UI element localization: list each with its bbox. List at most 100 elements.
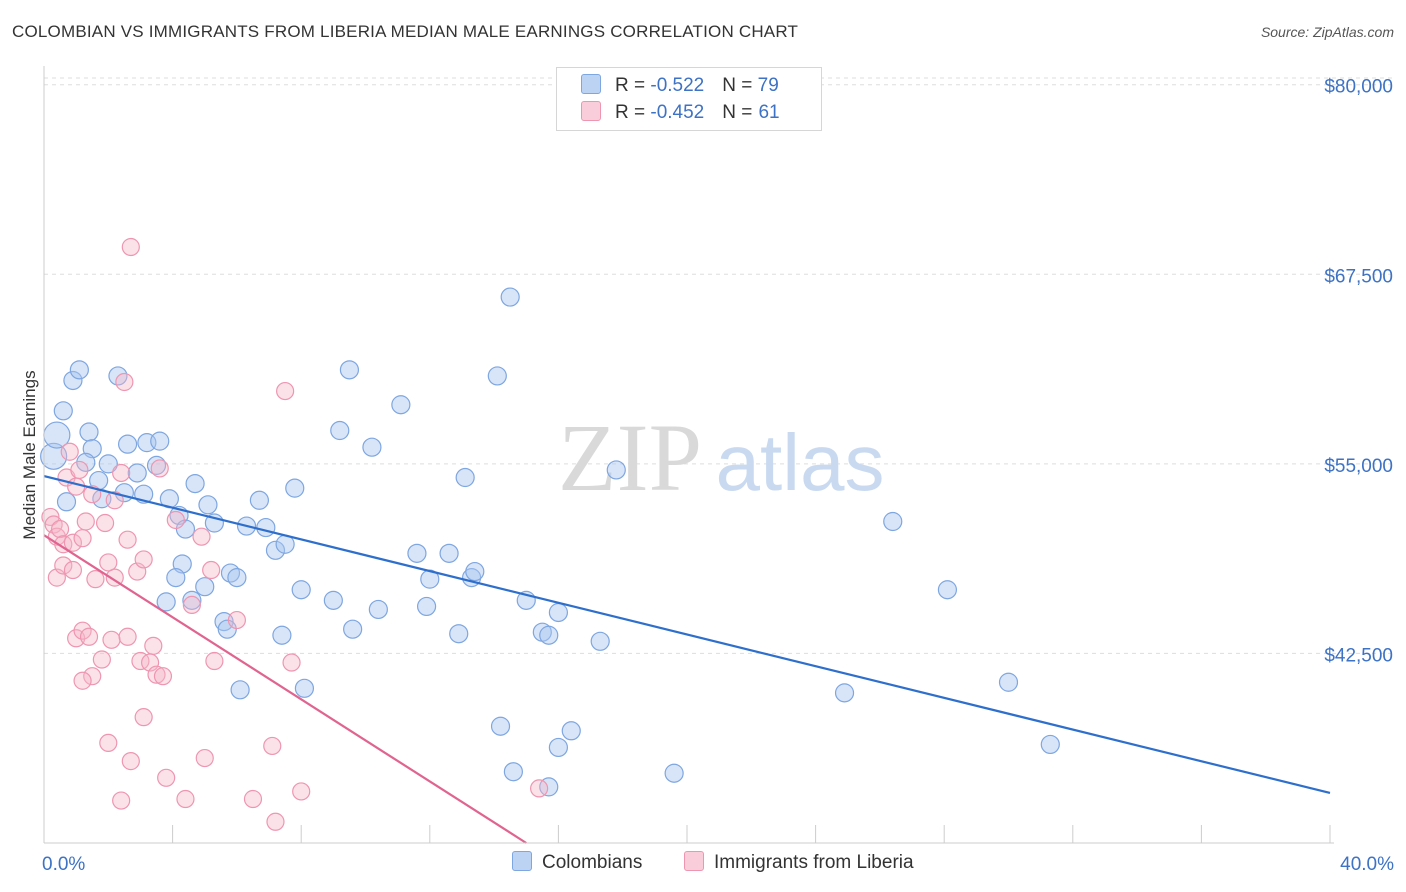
data-point-liberia	[54, 556, 73, 575]
data-point-liberia	[112, 791, 131, 810]
data-point-colombians	[834, 683, 855, 703]
data-point-colombians	[150, 431, 170, 451]
data-point-liberia	[166, 510, 185, 530]
series-colombians	[40, 287, 1060, 797]
data-point-liberia	[530, 779, 549, 798]
data-point-colombians	[227, 568, 247, 588]
data-point-liberia	[63, 533, 83, 552]
trend-line-liberia	[43, 534, 527, 844]
data-point-liberia	[292, 782, 311, 801]
stats-row-liberia: R = -0.452 N = 61	[581, 101, 780, 127]
data-point-liberia	[54, 535, 73, 554]
data-point-liberia	[60, 442, 79, 461]
n-label: N =	[722, 75, 758, 96]
grid-lines	[44, 77, 1392, 654]
data-point-liberia	[79, 627, 99, 646]
data-point-liberia	[243, 789, 263, 809]
data-point-liberia	[112, 463, 131, 483]
legend-item-colombians[interactable]: Colombians	[512, 851, 642, 874]
chart-title: COLOMBIAN VS IMMIGRANTS FROM LIBERIA MED…	[12, 22, 799, 41]
data-point-colombians	[362, 437, 382, 457]
data-point-colombians	[487, 366, 507, 386]
r-value: -0.522	[650, 75, 705, 96]
data-point-liberia	[99, 553, 118, 572]
r-label: R =	[615, 102, 651, 123]
data-point-liberia	[153, 667, 173, 686]
data-point-colombians	[265, 540, 286, 560]
data-point-colombians	[343, 619, 363, 639]
data-point-colombians	[217, 619, 237, 639]
y-tick-label: $42,500	[1324, 645, 1393, 666]
data-point-colombians	[539, 625, 559, 645]
data-point-liberia	[131, 651, 150, 671]
data-point-colombians	[883, 511, 903, 532]
data-point-liberia	[73, 529, 92, 548]
data-point-colombians	[998, 672, 1019, 692]
data-point-liberia	[282, 653, 301, 672]
data-point-colombians	[561, 721, 581, 741]
data-point-colombians	[40, 442, 68, 470]
data-point-liberia	[121, 237, 140, 257]
data-point-liberia	[195, 748, 214, 768]
data-point-liberia	[182, 595, 201, 615]
data-point-liberia	[227, 610, 246, 630]
stats-row-colombians: R = -0.522 N = 79	[581, 74, 779, 100]
x-tick-label: 0.0%	[42, 854, 85, 875]
data-point-colombians	[69, 360, 89, 380]
swatch-liberia-icon	[684, 851, 704, 871]
data-point-liberia	[92, 650, 111, 669]
data-point-liberia	[63, 560, 83, 580]
y-tick-labels: $42,500 $55,000 $67,500 $80,000	[1324, 77, 1393, 667]
data-point-colombians	[79, 422, 99, 442]
x-axis-ticks	[172, 825, 1331, 843]
data-point-liberia	[83, 667, 102, 686]
data-point-colombians	[330, 420, 350, 441]
legend-item-liberia[interactable]: Immigrants from Liberia	[684, 851, 914, 874]
data-point-colombians	[548, 602, 569, 623]
data-point-colombians	[503, 762, 523, 782]
swatch-liberia-icon	[581, 101, 601, 121]
data-point-colombians	[439, 543, 459, 563]
data-point-colombians	[117, 434, 138, 454]
y-axis-label: Median Male Earnings	[20, 370, 39, 540]
data-point-liberia	[50, 519, 70, 539]
r-value: -0.452	[650, 102, 705, 123]
data-point-colombians	[146, 455, 167, 475]
data-point-colombians	[256, 517, 276, 538]
data-point-liberia	[86, 570, 105, 589]
data-point-colombians	[249, 490, 270, 510]
n-value: 61	[758, 102, 780, 123]
data-point-colombians	[455, 467, 475, 488]
data-point-colombians	[175, 519, 196, 539]
data-point-liberia	[134, 550, 153, 569]
data-point-colombians	[407, 543, 427, 563]
data-point-colombians	[490, 716, 511, 736]
data-point-colombians	[368, 599, 388, 620]
data-point-liberia	[205, 651, 224, 671]
data-point-colombians	[166, 568, 186, 588]
series-liberia	[41, 237, 549, 831]
data-point-colombians	[339, 360, 360, 380]
watermark-zip: ZIP	[558, 404, 702, 511]
data-point-liberia	[73, 671, 92, 690]
data-point-colombians	[294, 678, 315, 698]
data-point-colombians	[449, 624, 469, 644]
trend-line-colombians	[43, 474, 1331, 795]
data-point-liberia	[105, 491, 124, 510]
y-tick-label: $55,000	[1324, 456, 1393, 477]
chart-source: Source: ZipAtlas.com	[1260, 24, 1394, 40]
r-label: R =	[615, 75, 651, 96]
data-point-colombians	[185, 473, 205, 494]
data-point-colombians	[664, 763, 684, 783]
data-point-liberia	[176, 789, 195, 809]
swatch-colombians-icon	[512, 851, 532, 871]
series-legend: Colombians Immigrants from Liberia	[0, 851, 1406, 879]
legend-label: Colombians	[542, 852, 643, 873]
data-point-liberia	[147, 665, 166, 684]
data-point-colombians	[195, 577, 215, 597]
data-point-liberia	[276, 381, 295, 401]
data-point-liberia	[118, 530, 137, 549]
stats-legend: R = -0.522 N = 79 R = -0.452 N = 61	[556, 67, 822, 131]
data-point-colombians	[606, 460, 626, 480]
